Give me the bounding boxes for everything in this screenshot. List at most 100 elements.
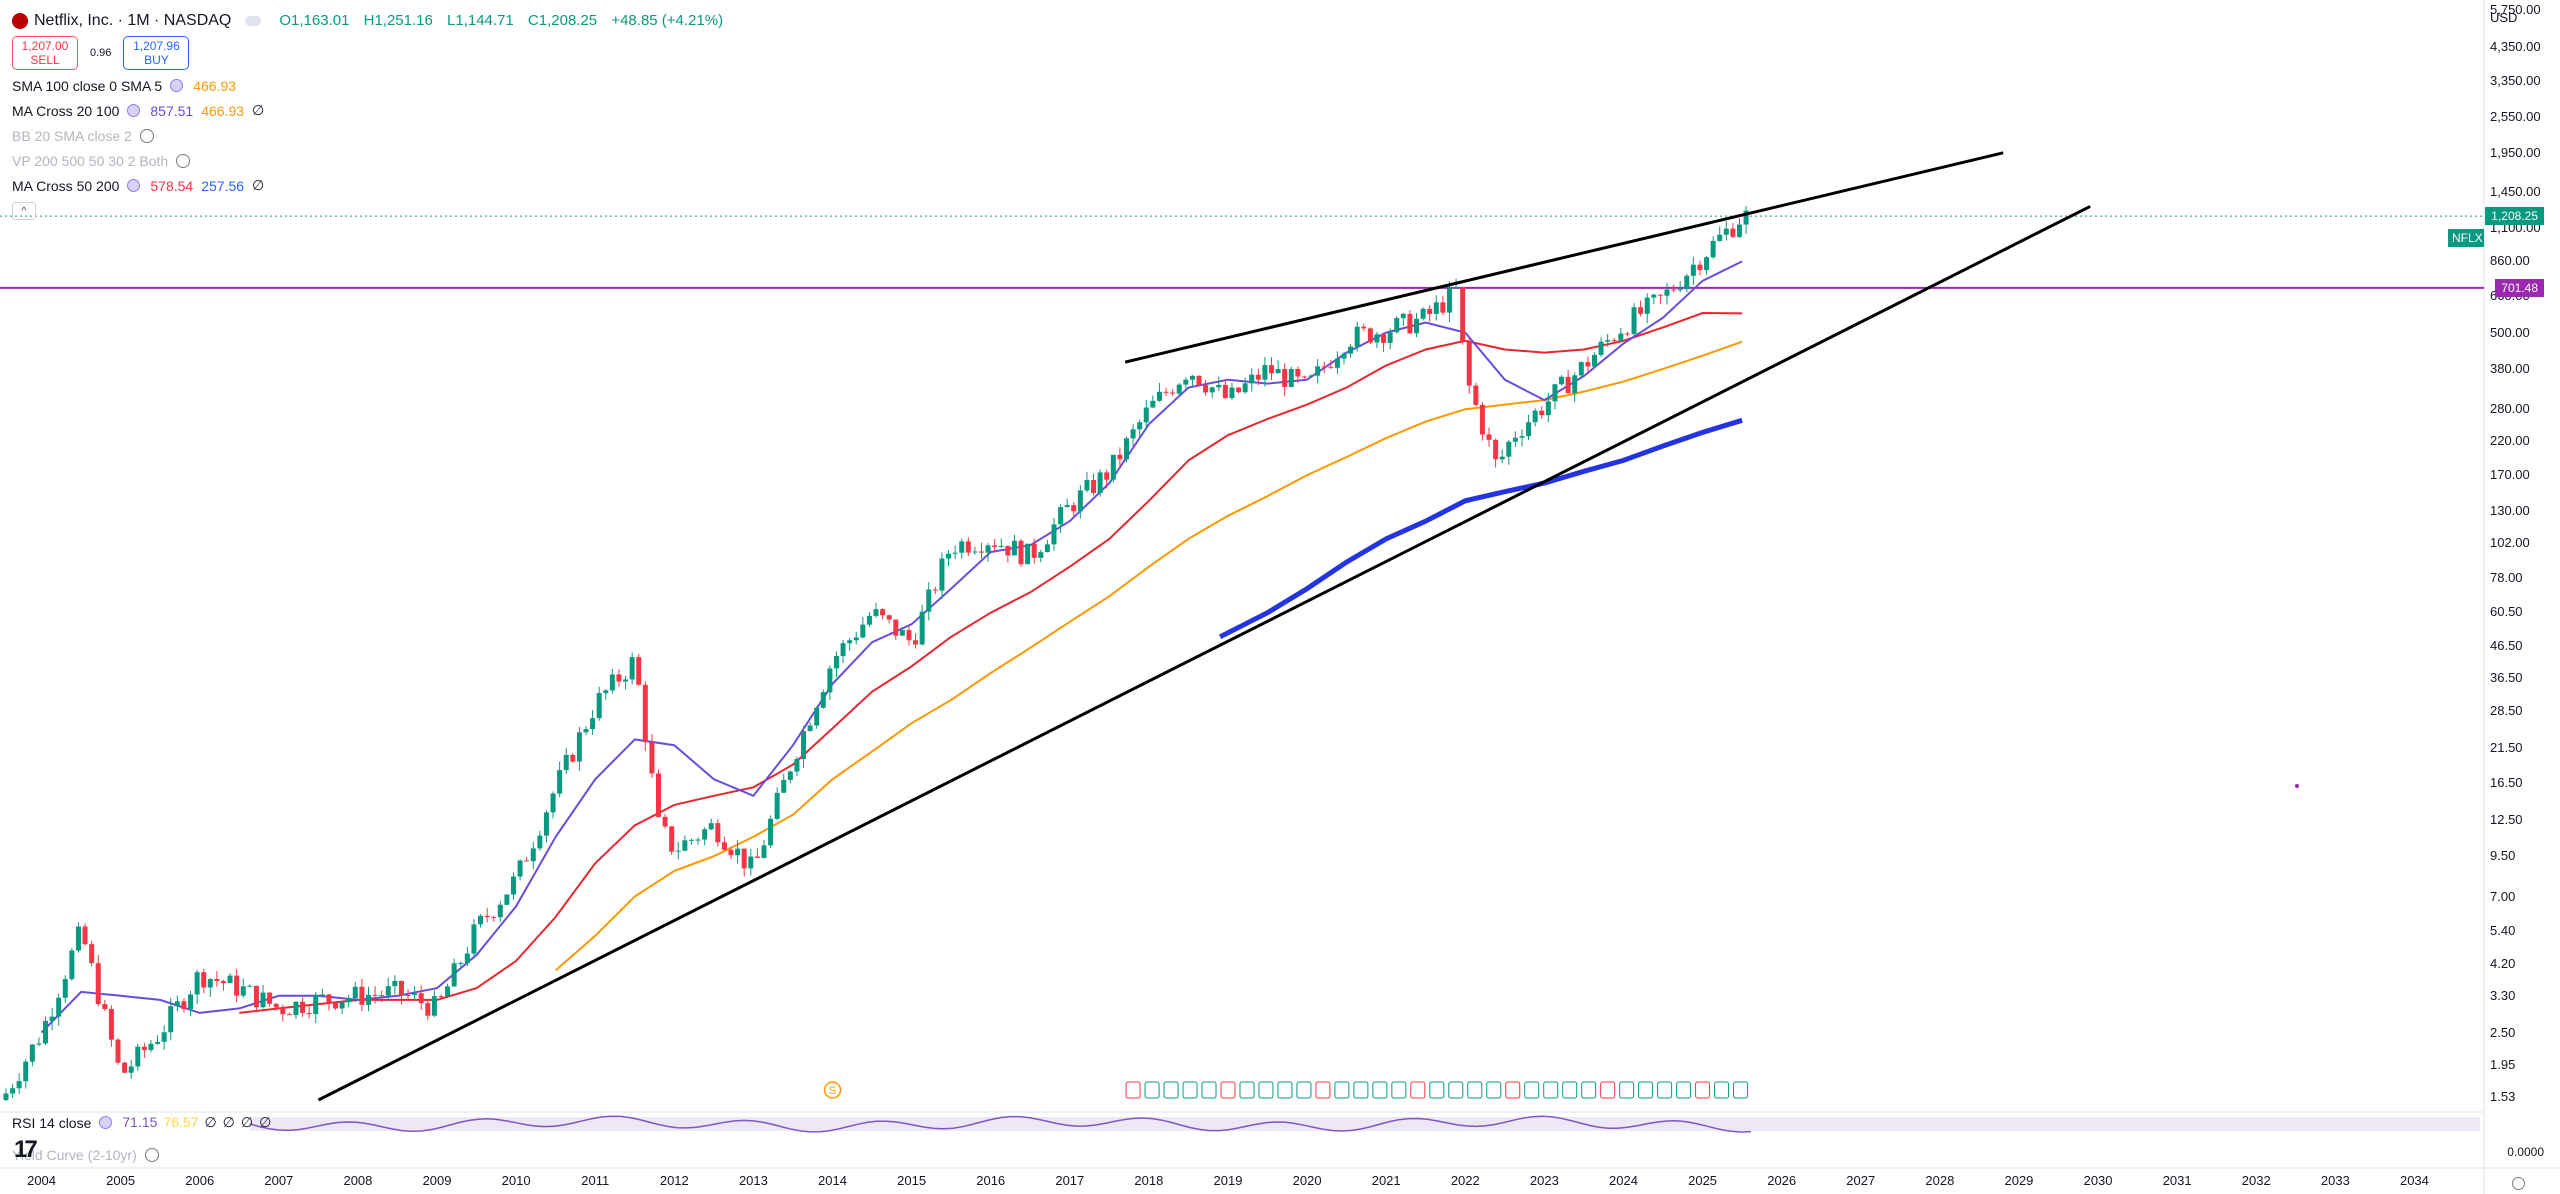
refresh-icon[interactable] [127, 104, 141, 117]
earnings-marker [1410, 1081, 1426, 1099]
earnings-marker [1372, 1081, 1388, 1099]
candle-body [1275, 369, 1281, 374]
candle-body [656, 773, 662, 817]
indicator-row[interactable]: BB 20 SMA close 2 [12, 123, 733, 148]
candle-body [563, 754, 569, 771]
candle-body [570, 754, 576, 762]
more-icon[interactable] [245, 15, 262, 26]
time-axis[interactable]: 2004 2005 2006 2007 2008 2009 2010 2011 2012 2013… [0, 1170, 2484, 1194]
candle-body [75, 926, 81, 951]
candle-body [919, 611, 925, 645]
candle-body [1624, 333, 1630, 335]
indicator-name: SMA 100 close 0 SMA 5 [12, 77, 163, 94]
candle-body [1203, 385, 1209, 393]
candle-body [1414, 318, 1420, 334]
candle-body [1407, 313, 1413, 334]
candle-body [1051, 524, 1057, 545]
candle-body [576, 732, 582, 762]
candle-body [735, 848, 741, 856]
time-tick: 2008 [343, 1173, 373, 1188]
open-value: O1,163.01 [279, 12, 350, 29]
candle-body [1565, 376, 1571, 394]
price-tick: 12.50 [2490, 811, 2523, 827]
candle-body [1183, 379, 1189, 385]
indicator-value: ∅ [252, 177, 265, 193]
time-tick: 2012 [659, 1173, 689, 1188]
candle-body [1387, 332, 1393, 343]
candle-body [926, 589, 932, 612]
candle-body [1097, 472, 1103, 493]
candle-body [497, 904, 503, 918]
currency-label[interactable]: USD [2490, 10, 2518, 25]
earnings-marker [1543, 1081, 1559, 1099]
candle-body [820, 692, 826, 708]
candle-body [95, 963, 101, 1005]
indicator-row[interactable]: MA Cross 50 200 578.54 257.56 ∅ [12, 173, 733, 198]
hidden-eye-icon[interactable] [139, 128, 154, 143]
candle-body [530, 848, 536, 862]
candle-body [478, 915, 484, 925]
candle-body [708, 823, 714, 830]
indicator-row[interactable]: VP 200 500 50 30 2 Both [12, 148, 733, 173]
price-tick: 3,350.00 [2490, 73, 2541, 89]
symbol-title[interactable]: Netflix, Inc. · 1M · NASDAQ [34, 11, 232, 29]
candle-body [306, 1012, 312, 1015]
refresh-icon[interactable] [127, 179, 141, 192]
earnings-marker [1239, 1081, 1255, 1099]
indicator-row[interactable]: MA Cross 20 100 857.51 466.93 ∅ [12, 98, 733, 123]
candle-body [458, 963, 464, 965]
candle-body [1288, 369, 1294, 387]
candle-body [853, 637, 859, 641]
candle-body [1269, 365, 1275, 374]
trendline [1124, 151, 2004, 364]
time-tick: 2029 [2004, 1173, 2034, 1188]
refresh-icon[interactable] [170, 79, 184, 92]
symbol-tag: NFLX [2448, 229, 2484, 247]
refresh-icon[interactable] [99, 1116, 113, 1129]
candle-body [1578, 362, 1584, 376]
hidden-eye-icon[interactable] [144, 1148, 159, 1162]
price-tick: 500.00 [2490, 324, 2530, 340]
price-tick: 170.00 [2490, 467, 2530, 483]
candle-body [286, 1014, 292, 1016]
candle-body [1671, 289, 1677, 291]
candle-body [1031, 543, 1037, 558]
price-axis[interactable]: 5,750.00 4,350.00 3,350.00 2,550.00 1,950.00… [2484, 0, 2560, 1194]
candle-body [965, 541, 971, 553]
candle-body [372, 994, 378, 996]
candle-body [1229, 387, 1235, 398]
candle-body [234, 975, 240, 996]
time-tick: 2005 [106, 1173, 136, 1188]
settings-icon[interactable] [2512, 1177, 2525, 1190]
candle-body [115, 1039, 121, 1063]
hidden-eye-icon[interactable] [176, 153, 191, 168]
indicator-row[interactable]: SMA 100 close 0 SMA 5 466.93 [12, 73, 733, 98]
candle-body [188, 994, 194, 1010]
time-tick: 2026 [1767, 1173, 1797, 1188]
time-tick: 2028 [1925, 1173, 1955, 1188]
candle-body [1038, 552, 1044, 558]
sell-button[interactable]: 1,207.00 SELL [12, 36, 78, 70]
candle-body [807, 725, 813, 731]
earnings-marker [1296, 1081, 1312, 1099]
candle-body [1110, 454, 1116, 480]
low-value: L1,144.71 [447, 12, 514, 29]
price-tick: 28.50 [2490, 703, 2523, 719]
rsi-value: ∅ [240, 1114, 254, 1130]
ma-mid-line [239, 311, 1743, 1014]
earnings-marker [1315, 1081, 1331, 1099]
candle-body [1638, 307, 1644, 314]
candle-body [491, 917, 497, 919]
buy-button[interactable]: 1,207.96 BUY [123, 36, 190, 70]
candle-body [1736, 224, 1742, 237]
time-tick: 2032 [2241, 1173, 2271, 1188]
candle-body [1242, 383, 1248, 393]
candle-body [82, 926, 88, 945]
candle-body [873, 609, 879, 616]
candle-body [1255, 374, 1261, 380]
ma-slow-line [555, 340, 1743, 972]
price-tick: 16.50 [2490, 775, 2523, 791]
collapse-legend-button[interactable]: ^ [12, 201, 36, 220]
candle-body [1104, 472, 1110, 480]
